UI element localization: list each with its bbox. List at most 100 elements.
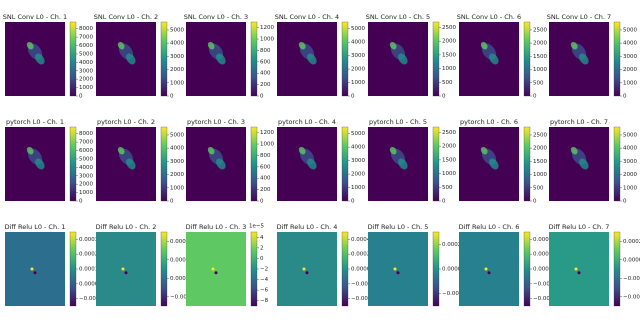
- colorbar-tick-label: 5000: [79, 156, 93, 162]
- activation-blob: [126, 53, 136, 65]
- colorbar-tick-label: 1200: [260, 130, 274, 136]
- heatmap-image: [277, 232, 337, 306]
- panel-title: pytorch L0 - Ch. 1: [6, 118, 64, 126]
- heatmap-image: [96, 232, 156, 306]
- activation-blob: [579, 53, 589, 65]
- colorbar-tick-label: 3000: [79, 173, 93, 179]
- colorbar-tick-label: 3000: [79, 68, 93, 74]
- colorbar-tick-label: 3000: [170, 54, 184, 60]
- colorbar-tick-label: 2000: [170, 172, 184, 178]
- colorbar-tick-label: −0.0002: [351, 281, 375, 287]
- diff-speck: [305, 271, 309, 275]
- colorbar-tick-label: 5000: [623, 27, 637, 33]
- diff-speck: [487, 271, 491, 275]
- colorbar-tick-label: 5000: [170, 132, 184, 138]
- activation-blob: [117, 146, 125, 155]
- colorbar-tick-label: 6000: [79, 148, 93, 154]
- colorbar-tick-label: 1000: [442, 171, 456, 177]
- colorbar-tick-label: 0: [442, 199, 446, 205]
- activation-blob: [489, 53, 499, 65]
- colorbar: [432, 126, 440, 202]
- colorbar: [523, 21, 531, 97]
- colorbar-tick-label: 800: [260, 153, 271, 159]
- colorbar-tick-label: 1000: [442, 66, 456, 72]
- panel: SNL Conv L0 - Ch. 7 0 1000 2000 3000 4000 5000: [547, 13, 638, 100]
- colorbar-tick-label: 0.0002: [442, 242, 461, 248]
- colorbar-tick-label: 3000: [170, 159, 184, 165]
- colorbar-tick-label: 1000: [170, 185, 184, 191]
- colorbar-tick-label: 2000: [442, 144, 456, 150]
- panel-title: Diff Relu L0 - Ch. 7: [549, 223, 610, 231]
- colorbar-tick-label: 2: [260, 245, 264, 251]
- colorbar-tick-label: −2: [260, 267, 268, 273]
- diff-speck: [302, 267, 306, 271]
- panel-title: Diff Relu L0 - Ch. 6: [459, 223, 520, 231]
- colorbar-tick-label: 4: [260, 235, 264, 241]
- panel: pytorch L0 - Ch. 5 0 500 1000 1500 2000 2500: [368, 118, 456, 205]
- panel: pytorch L0 - Ch. 2 0 1000 2000 3000 4000 5000: [96, 118, 184, 205]
- colorbar-tick-label: 0: [170, 199, 174, 205]
- panel: pytorch L0 - Ch. 1 0 1000 2000 3000 4000 5000 6…: [5, 118, 93, 205]
- colorbar-tick-label: −6: [260, 288, 269, 294]
- colorbar-tick-label: 200: [260, 187, 271, 193]
- activation-blob: [398, 53, 408, 65]
- panel: Diff Relu L0 - Ch. 5 −0.0002 0.0000 0.0002: [368, 223, 466, 307]
- colorbar-tick-label: 1000: [260, 142, 274, 148]
- colorbar-tick-label: 0.0001: [533, 252, 552, 258]
- colorbar-tick-label: −0.0001: [533, 281, 557, 287]
- colorbar-tick-label: 4000: [79, 165, 93, 171]
- colorbar-tick-label: 0: [79, 94, 83, 100]
- diff-speck: [574, 267, 578, 271]
- colorbar-tick-label: 0: [533, 199, 537, 205]
- activation-blob: [570, 41, 578, 50]
- panel-title: Diff Relu L0 - Ch. 3: [186, 223, 247, 231]
- panel-title: pytorch L0 - Ch. 3: [187, 118, 245, 126]
- colorbar-tick-label: 5000: [623, 132, 637, 138]
- diff-speck: [211, 267, 215, 271]
- colorbar-tick-label: 2500: [533, 132, 547, 138]
- colorbar-tick-label: −0.0001: [79, 296, 103, 302]
- colorbar-tick-label: 1000: [533, 172, 547, 178]
- colorbar-tick-label: 1000: [351, 80, 365, 86]
- panel: SNL Conv L0 - Ch. 5 0 500 1000 1500 2000 2500: [366, 13, 457, 100]
- diff-speck: [393, 267, 397, 271]
- colorbar-tick-label: 2000: [623, 67, 637, 73]
- panel: SNL Conv L0 - Ch. 2 0 1000 2000 3000 4000 5000: [94, 13, 185, 100]
- colorbar-tick-label: 0: [442, 94, 446, 100]
- colorbar-tick-label: 500: [533, 185, 544, 191]
- activation-blob: [207, 146, 215, 155]
- colorbar-tick-label: 5000: [351, 26, 365, 32]
- colorbar-tick-label: 4000: [623, 41, 637, 47]
- colorbar-tick-label: 2000: [79, 182, 93, 188]
- colorbar-tick-label: 800: [260, 48, 271, 54]
- colorbar-tick-label: 1500: [442, 52, 456, 58]
- colorbar-tick-label: 5000: [351, 131, 365, 137]
- colorbar-tick-label: 500: [442, 80, 453, 86]
- activation-blob: [298, 146, 306, 155]
- diff-speck: [121, 267, 125, 271]
- panel: Diff Relu L0 - Ch. 2 −0.0002 0.0000 0.0002 0…: [96, 223, 194, 307]
- colorbar: [250, 126, 258, 202]
- colorbar-tick-label: 1000: [260, 37, 274, 43]
- activation-blob: [298, 41, 306, 50]
- colorbar-offset: 1e−5: [249, 224, 264, 230]
- colorbar-tick-label: 0: [260, 256, 264, 262]
- colorbar-tick-label: 5000: [79, 51, 93, 57]
- colorbar-tick-label: 2000: [351, 67, 365, 73]
- colorbar-tick-label: 0: [533, 94, 537, 100]
- colorbar-tick-label: 2000: [351, 172, 365, 178]
- colorbar-tick-label: 4000: [623, 146, 637, 152]
- panel-title: Diff Relu L0 - Ch. 1: [5, 223, 66, 231]
- colorbar-tick-label: 0.0000: [79, 281, 99, 287]
- colorbar-tick-label: 4000: [170, 41, 184, 47]
- colorbar-tick-label: 8000: [79, 26, 93, 32]
- panel: Diff Relu L0 - Ch. 4 −0.0004 −0.0002 0.0000…: [277, 223, 375, 307]
- colorbar-tick-label: −0.0004: [351, 296, 375, 302]
- colorbar-tick-label: 1500: [533, 159, 547, 165]
- colorbar-tick-label: 0.0002: [623, 239, 640, 245]
- diff-speck: [396, 271, 400, 275]
- colorbar-tick-label: 5000: [170, 27, 184, 33]
- heatmap-image: [5, 232, 65, 306]
- diff-speck: [577, 271, 581, 275]
- activation-blob: [126, 158, 136, 170]
